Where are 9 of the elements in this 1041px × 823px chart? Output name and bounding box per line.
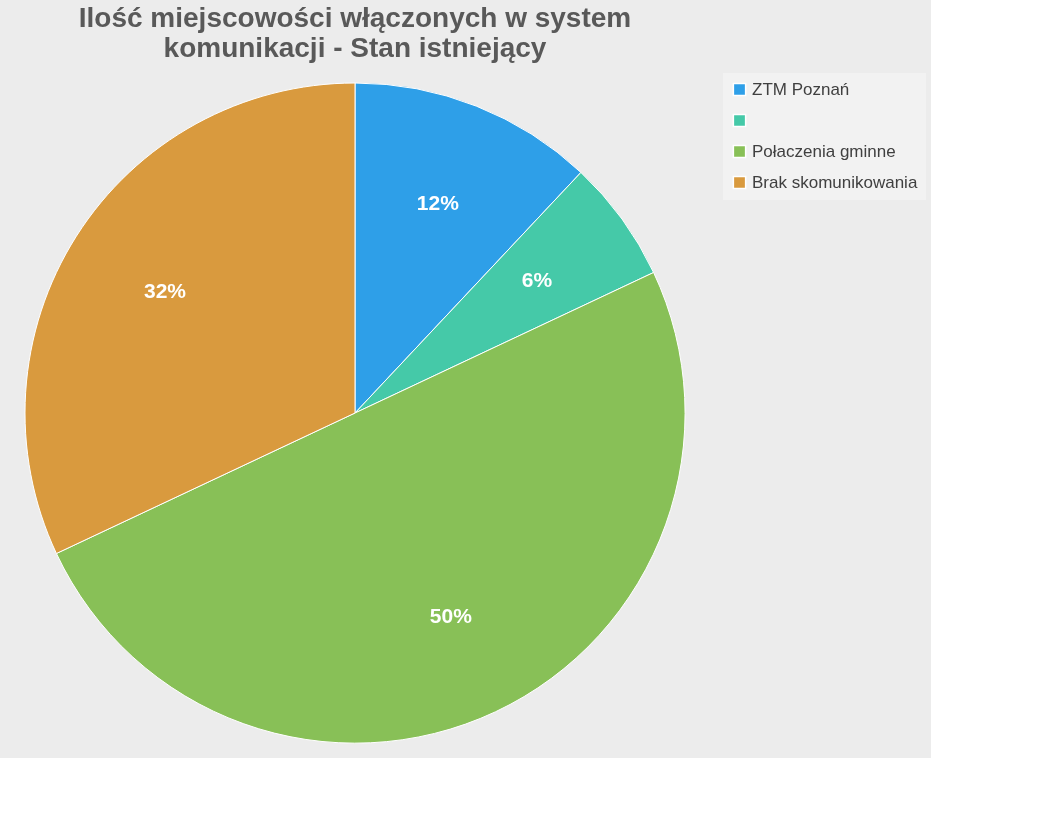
data-label: 6% bbox=[521, 267, 553, 291]
data-label: 12% bbox=[416, 190, 460, 214]
legend-label: Brak skomunikowania bbox=[752, 172, 918, 192]
text: Ilość miejscowości włączonych w system bbox=[78, 2, 632, 33]
data-label: 32% bbox=[144, 279, 187, 303]
data-label: 50% bbox=[429, 603, 473, 627]
text: komunikacji - Stan istniejący bbox=[163, 32, 547, 63]
legend-label: Połaczenia gminne bbox=[752, 141, 896, 161]
legend-label: ZTM Poznań bbox=[752, 79, 850, 99]
